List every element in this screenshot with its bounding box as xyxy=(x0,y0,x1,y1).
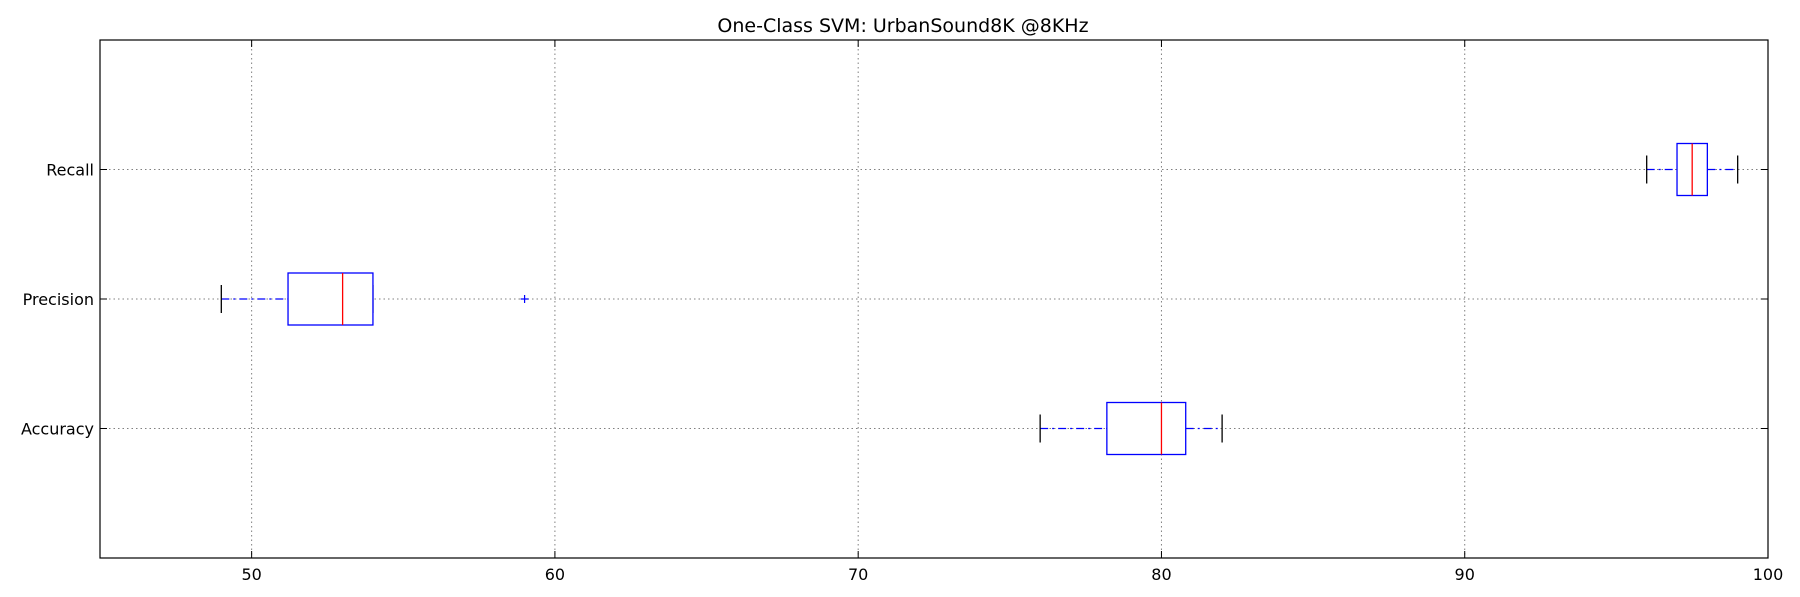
x-tick-label: 60 xyxy=(545,565,565,584)
box-plots xyxy=(220,142,1739,456)
chart-title: One-Class SVM: UrbanSound8K @8KHz xyxy=(717,15,1088,37)
y-category-label: Accuracy xyxy=(21,420,94,439)
x-tick-label: 90 xyxy=(1455,565,1475,584)
y-category-label: Precision xyxy=(23,290,94,309)
x-tick-label: 70 xyxy=(848,565,868,584)
x-axis-ticks: 50 60 70 80 90 100 xyxy=(241,40,1783,584)
y-axis-ticks: Accuracy Precision Recall xyxy=(21,161,1768,439)
x-tick-label: 50 xyxy=(241,565,261,584)
precision-outlier xyxy=(520,295,529,303)
x-tick-label: 80 xyxy=(1151,565,1171,584)
x-tick-label: 100 xyxy=(1753,565,1784,584)
y-category-label: Recall xyxy=(46,161,94,180)
precision-box xyxy=(287,272,374,326)
accuracy-box xyxy=(1106,401,1187,456)
